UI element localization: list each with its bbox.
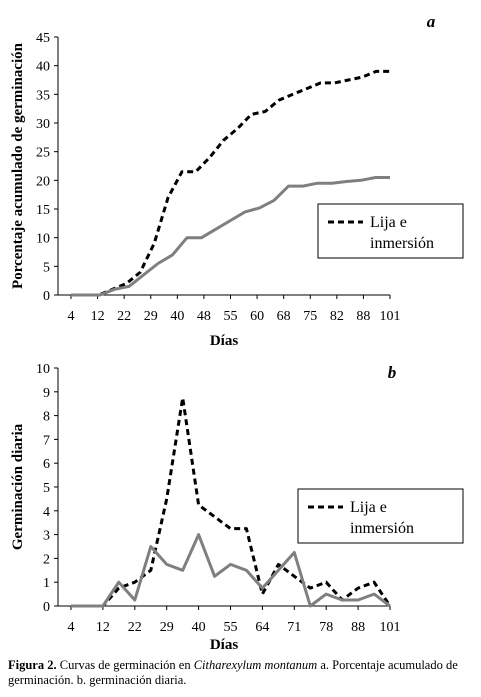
x-tick-label: 48 — [197, 309, 211, 324]
x-tick-label: 22 — [117, 309, 131, 324]
legend-entry-line: Lija e — [350, 499, 387, 516]
y-tick-label: 10 — [36, 362, 50, 377]
x-tick-label: 40 — [192, 620, 206, 635]
y-tick-label: 4 — [43, 505, 50, 520]
panel-letter: a — [427, 12, 436, 31]
y-axis-title: Germinación diaria — [10, 423, 26, 550]
legend-box — [317, 203, 464, 259]
y-tick-label: 35 — [36, 88, 50, 103]
y-tick-label: 10 — [36, 232, 50, 247]
x-tick-label: 82 — [330, 309, 344, 324]
x-tick-label: 75 — [303, 309, 317, 324]
x-tick-label: 101 — [380, 620, 401, 635]
y-tick-label: 2 — [43, 552, 50, 567]
y-tick-label: 15 — [36, 203, 50, 218]
legend-entry-text: Lija e inmersión — [350, 499, 414, 537]
x-axis-title: Días — [210, 333, 239, 349]
y-tick-label: 3 — [43, 529, 50, 544]
caption-text-before: Curvas de germinación en — [56, 658, 194, 672]
x-tick-label: 29 — [144, 309, 158, 324]
y-tick-label: 45 — [36, 31, 50, 46]
legend-entry-text: Lija e inmersión — [370, 214, 434, 252]
x-tick-label: 88 — [351, 620, 365, 635]
y-tick-label: 25 — [36, 146, 50, 161]
x-tick-label: 64 — [255, 620, 269, 635]
figure-caption: Figura 2. Curvas de germinación en Citha… — [8, 658, 478, 688]
series-line-solid — [71, 533, 391, 608]
y-tick-label: 20 — [36, 174, 50, 189]
y-axis-title: Porcentaje acumulado de germinación — [10, 42, 26, 289]
caption-label: Figura 2. — [8, 658, 57, 672]
y-tick-label: 30 — [36, 117, 50, 132]
legend-entry-line: inmersión — [370, 235, 434, 252]
y-tick-label: 6 — [43, 457, 50, 472]
x-tick-label: 4 — [68, 309, 75, 324]
x-tick-label: 60 — [250, 309, 264, 324]
x-tick-label: 68 — [277, 309, 291, 324]
panel-letter: b — [388, 363, 397, 382]
y-tick-label: 5 — [43, 481, 50, 496]
panel-a-chart: 0 5 10 15 20 25 30 35 40 45 4 12 22 29 40 48 55 60 68 75 82 8… — [10, 12, 464, 349]
series-line-solid — [71, 176, 390, 297]
x-axis-title: Días — [210, 637, 239, 653]
series-line-dashed — [71, 69, 390, 297]
x-tick-label: 40 — [170, 309, 184, 324]
x-tick-label: 55 — [224, 309, 238, 324]
y-tick-label: 7 — [43, 433, 50, 448]
y-tick-label: 40 — [36, 60, 50, 75]
x-tick-label: 101 — [380, 309, 401, 324]
legend-entry-line: inmersión — [350, 520, 414, 537]
x-tick-label: 12 — [91, 309, 105, 324]
caption-text-after: a. Porcentaje acumulado de germinación. … — [8, 658, 458, 687]
y-tick-label: 0 — [43, 289, 50, 304]
x-tick-label: 22 — [128, 620, 142, 635]
caption-species: Citharexylum montanum — [193, 658, 318, 672]
x-tick-label: 29 — [160, 620, 174, 635]
x-tick-label: 71 — [287, 620, 301, 635]
x-tick-label: 12 — [96, 620, 110, 635]
y-tick-label: 5 — [43, 260, 50, 275]
x-tick-label: 4 — [68, 620, 75, 635]
x-tick-label: 78 — [319, 620, 333, 635]
x-tick-label: 55 — [224, 620, 238, 635]
legend-box — [297, 488, 464, 544]
y-tick-label: 8 — [43, 410, 50, 425]
y-tick-label: 0 — [43, 600, 50, 615]
legend-entry-line: Lija e — [370, 214, 407, 231]
y-tick-label: 9 — [43, 386, 50, 401]
y-tick-label: 1 — [43, 576, 50, 591]
x-tick-label: 88 — [356, 309, 370, 324]
